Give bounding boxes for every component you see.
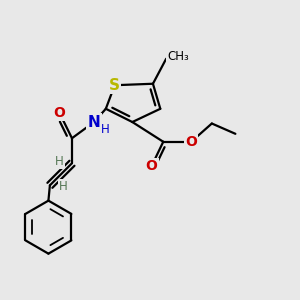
Text: N: N: [88, 115, 100, 130]
Text: H: H: [55, 155, 64, 168]
Text: CH₃: CH₃: [167, 50, 189, 64]
Text: H: H: [59, 180, 68, 193]
Text: H: H: [101, 123, 110, 136]
Text: O: O: [146, 159, 158, 173]
Text: O: O: [185, 135, 197, 149]
Text: S: S: [109, 78, 120, 93]
Text: O: O: [54, 106, 65, 120]
